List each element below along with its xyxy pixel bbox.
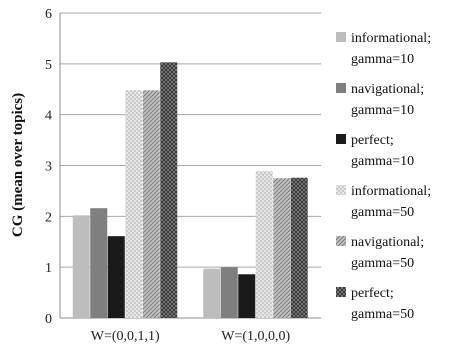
bar-6-1 [160, 62, 178, 318]
x-axis-labels: W=(0,0,1,1) W=(1,0,0,0) [91, 329, 291, 344]
legend-swatch [336, 287, 346, 297]
bar-2-1 [90, 208, 108, 318]
y-tick-label: 6 [45, 7, 52, 22]
bar-2-2 [220, 267, 238, 318]
legend-label: gamma=10 [351, 103, 414, 118]
bar-6-2 [290, 177, 308, 318]
legend-swatch [336, 134, 346, 144]
legend-label: gamma=10 [351, 154, 414, 169]
legend-label: informational; [351, 31, 431, 46]
legend-swatch [336, 83, 346, 93]
bar-4-2 [255, 171, 273, 318]
x-tick-label: W=(1,0,0,0) [221, 329, 290, 344]
y-tick-label: 3 [45, 160, 52, 175]
legend-label: navigational; [351, 82, 424, 97]
bar-1-1 [72, 215, 90, 318]
legend: informational; gamma=10 navigational; gamma… [336, 31, 431, 322]
legend-swatch [336, 32, 346, 42]
legend-label: gamma=50 [351, 205, 414, 220]
legend-label: gamma=50 [351, 307, 414, 322]
y-tick-label: 4 [45, 109, 52, 124]
bar-4-1 [125, 90, 143, 319]
legend-label: informational; [351, 184, 431, 199]
bars [72, 62, 308, 319]
legend-swatch [336, 185, 346, 195]
y-tick-label: 2 [45, 210, 52, 225]
bar-5-2 [273, 178, 291, 318]
legend-label: perfect; [351, 133, 394, 148]
legend-swatch [336, 236, 346, 246]
legend-label: navigational; [351, 235, 424, 250]
legend-label: gamma=50 [351, 256, 414, 271]
y-tick-label: 5 [45, 58, 52, 73]
y-tick-label: 0 [45, 312, 52, 327]
bar-5-1 [142, 90, 160, 319]
y-tick-label: 1 [45, 261, 52, 276]
x-tick-label: W=(0,0,1,1) [91, 329, 160, 344]
legend-label: perfect; [351, 286, 394, 301]
y-axis-label: CG (mean over topics) [10, 93, 26, 237]
bar-3-1 [107, 236, 125, 318]
bar-3-2 [238, 274, 256, 318]
bar-1-2 [203, 268, 221, 318]
legend-label: gamma=10 [351, 52, 414, 67]
